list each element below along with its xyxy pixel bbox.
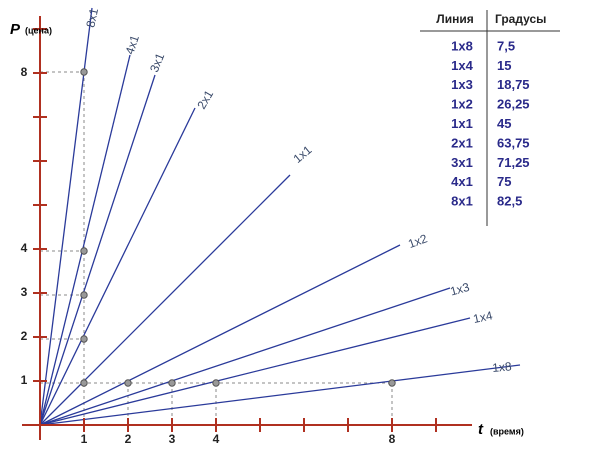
fan-line xyxy=(39,174,291,426)
fan-lines xyxy=(39,7,521,426)
point xyxy=(80,291,88,299)
fan-line-label: 1x1 xyxy=(291,143,315,166)
fan-line xyxy=(39,7,93,426)
fan-line-label: 8x1 xyxy=(83,7,101,29)
point xyxy=(388,379,396,387)
fan-line-label: 1x8 xyxy=(492,359,513,375)
table-cell: 26,25 xyxy=(497,97,530,112)
fan-line xyxy=(39,74,156,426)
point xyxy=(80,335,88,343)
point xyxy=(80,247,88,255)
table-cell: 1x3 xyxy=(451,77,473,92)
y-tick-label: 8 xyxy=(21,65,28,79)
fan-line-label: 4x1 xyxy=(123,33,142,56)
table-cell: 1x4 xyxy=(451,58,473,73)
x-axis-unit: (время) xyxy=(490,426,524,436)
table-cell: 18,75 xyxy=(497,77,530,92)
fan-line-label: 3x1 xyxy=(147,51,167,74)
table-cell: 45 xyxy=(497,116,511,131)
fan-line-label: 2x1 xyxy=(194,87,216,111)
x-tick-label: 4 xyxy=(213,432,220,446)
point xyxy=(212,379,220,387)
table-cell: 1x8 xyxy=(451,38,473,53)
table-cell: 8x1 xyxy=(451,194,473,209)
y-tick-label: 1 xyxy=(21,373,28,387)
fan-line xyxy=(39,364,521,426)
table-rules xyxy=(420,10,560,226)
y-tick-label: 4 xyxy=(21,241,28,255)
axes xyxy=(22,16,472,440)
table-cell: 71,25 xyxy=(497,155,530,170)
y-tick-label: 2 xyxy=(21,329,28,343)
table-cell: 7,5 xyxy=(497,38,515,53)
points xyxy=(80,68,396,387)
x-tick-label: 2 xyxy=(125,432,132,446)
fan-line xyxy=(39,317,471,426)
table-cell: 1x2 xyxy=(451,97,473,112)
fan-line xyxy=(39,244,401,426)
fan-line xyxy=(39,107,196,426)
table-header: Линия xyxy=(436,12,473,26)
x-tick-label: 3 xyxy=(169,432,176,446)
y-axis-unit: (цена) xyxy=(25,25,52,35)
x-axis-label: t xyxy=(478,421,484,438)
table-cell: 63,75 xyxy=(497,135,530,150)
y-tick-label: 3 xyxy=(21,285,28,299)
y-axis-label: P xyxy=(10,21,21,38)
fan-line-label: 1x3 xyxy=(449,280,472,299)
fan-line-label: 1x4 xyxy=(472,308,494,326)
table-cell: 4x1 xyxy=(451,174,473,189)
fan-line xyxy=(39,287,451,426)
fan-line-label: 1x2 xyxy=(406,231,429,251)
table-cell: 15 xyxy=(497,58,511,73)
fan-line xyxy=(39,54,131,426)
table-cell: 2x1 xyxy=(451,135,473,150)
table-cell: 3x1 xyxy=(451,155,473,170)
x-tick-label: 8 xyxy=(389,432,396,446)
table-cell: 75 xyxy=(497,174,511,189)
table-cell: 1x1 xyxy=(451,116,473,131)
point xyxy=(80,379,88,387)
point xyxy=(168,379,176,387)
table-cell: 82,5 xyxy=(497,194,522,209)
point xyxy=(80,68,88,76)
table-header: Градусы xyxy=(495,12,546,26)
x-tick-label: 1 xyxy=(81,432,88,446)
point xyxy=(124,379,132,387)
